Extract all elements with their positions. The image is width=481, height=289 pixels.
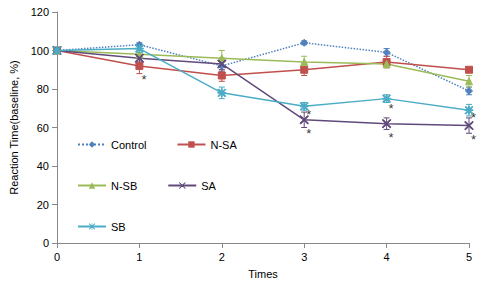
svg-text:SB: SB <box>111 221 126 233</box>
svg-text:0: 0 <box>43 237 49 249</box>
svg-text:80: 80 <box>37 83 49 95</box>
svg-text:*: * <box>471 132 476 147</box>
svg-text:*: * <box>141 72 146 87</box>
svg-text:N-SB: N-SB <box>111 180 137 192</box>
svg-text:*: * <box>389 101 394 116</box>
svg-text:*: * <box>306 126 311 141</box>
svg-text:100: 100 <box>31 45 49 57</box>
svg-text:1: 1 <box>136 251 142 263</box>
svg-text:*: * <box>306 107 311 122</box>
svg-text:SA: SA <box>201 180 216 192</box>
svg-text:60: 60 <box>37 122 49 134</box>
svg-text:Reaction Time(baseline, %): Reaction Time(baseline, %) <box>8 60 20 195</box>
svg-text:Times: Times <box>248 268 278 280</box>
svg-text:4: 4 <box>384 251 390 263</box>
svg-text:120: 120 <box>31 6 49 18</box>
svg-text:*: * <box>389 130 394 145</box>
svg-text:20: 20 <box>37 199 49 211</box>
svg-text:*: * <box>471 110 476 125</box>
svg-text:3: 3 <box>301 251 307 263</box>
svg-text:40: 40 <box>37 160 49 172</box>
svg-text:Control: Control <box>111 139 146 151</box>
svg-text:5: 5 <box>466 251 472 263</box>
svg-text:N-SA: N-SA <box>210 139 237 151</box>
svg-text:2: 2 <box>219 251 225 263</box>
svg-text:0: 0 <box>54 251 60 263</box>
